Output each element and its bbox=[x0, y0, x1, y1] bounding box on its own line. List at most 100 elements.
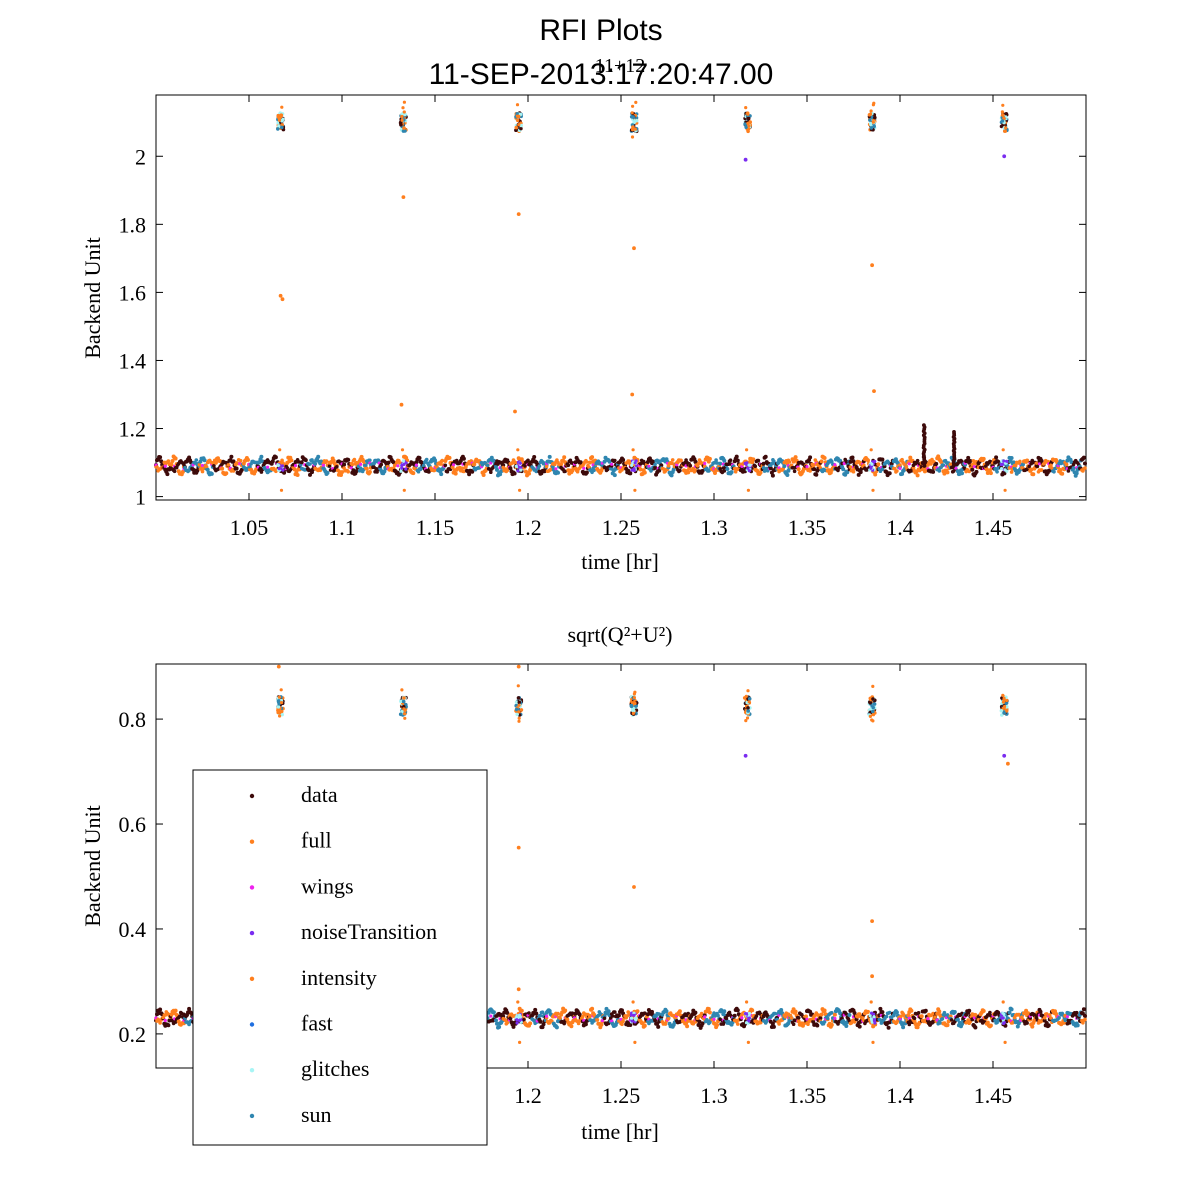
x-tick-label: 1.45 bbox=[974, 515, 1013, 540]
legend-marker-noiseTransition bbox=[249, 930, 255, 936]
full-point bbox=[517, 123, 521, 127]
data-point bbox=[756, 458, 761, 463]
full-point bbox=[750, 1008, 755, 1013]
sun-point bbox=[382, 469, 387, 474]
sun-point bbox=[785, 473, 790, 477]
full-point bbox=[518, 1040, 522, 1044]
full-point bbox=[278, 714, 282, 718]
sun-point bbox=[205, 467, 210, 472]
sun-point bbox=[844, 1024, 849, 1028]
data-point bbox=[653, 465, 658, 470]
legend-marker-full bbox=[249, 839, 255, 844]
wings-point bbox=[712, 1017, 716, 1021]
sun-point bbox=[280, 125, 284, 130]
sun-point bbox=[901, 1025, 906, 1030]
data-point bbox=[602, 1016, 607, 1021]
sun-point bbox=[401, 129, 406, 133]
full-point bbox=[1042, 1015, 1047, 1020]
full-point bbox=[939, 460, 944, 465]
noiseTransition-point bbox=[746, 466, 750, 470]
full-point bbox=[988, 471, 993, 476]
full-point bbox=[585, 460, 589, 464]
data-point bbox=[308, 472, 312, 477]
full-point bbox=[1001, 103, 1005, 107]
full-point bbox=[873, 472, 878, 477]
top-plot-area bbox=[155, 94, 1087, 501]
full-point bbox=[481, 473, 486, 477]
full-point bbox=[280, 458, 284, 463]
data-point bbox=[628, 471, 633, 476]
data-point bbox=[688, 463, 692, 468]
sun-point bbox=[1075, 1023, 1080, 1028]
sun-point bbox=[871, 709, 875, 714]
noiseTransition-point bbox=[632, 1013, 636, 1018]
full-point bbox=[666, 1017, 671, 1021]
full-outlier bbox=[1006, 761, 1010, 766]
data-point bbox=[303, 458, 308, 463]
top-axes: 1.05 1.1 1.15 1.2 1.25 1.3 1.35 1.4 1.4511.21.41… bbox=[119, 95, 1086, 540]
wings-point bbox=[414, 463, 418, 467]
full-outlier bbox=[516, 212, 521, 217]
full-point bbox=[277, 116, 281, 120]
full-point bbox=[872, 101, 876, 105]
wings-point bbox=[703, 1015, 707, 1019]
full-point bbox=[631, 448, 635, 452]
full-point bbox=[904, 464, 908, 469]
full-point bbox=[548, 467, 553, 472]
full-point bbox=[868, 714, 873, 719]
full-point bbox=[942, 471, 947, 476]
wings-point bbox=[898, 466, 902, 470]
legend-label-wings: wings bbox=[301, 873, 354, 898]
data-point bbox=[886, 1025, 891, 1030]
noiseTransition-point bbox=[518, 465, 522, 469]
full-point bbox=[693, 468, 698, 472]
sun-point bbox=[743, 122, 747, 126]
wings-point bbox=[907, 462, 911, 466]
data-point bbox=[791, 1022, 796, 1026]
full-point bbox=[632, 696, 637, 700]
full-point bbox=[200, 469, 205, 474]
data-point bbox=[768, 466, 773, 471]
sun-point bbox=[871, 705, 875, 710]
full-point bbox=[707, 1010, 712, 1015]
full-point bbox=[401, 106, 405, 110]
full-point bbox=[630, 135, 635, 139]
full-outlier bbox=[513, 409, 517, 414]
sun-point bbox=[606, 1009, 611, 1014]
data-point bbox=[934, 461, 939, 466]
data-point bbox=[734, 454, 739, 459]
sun-point bbox=[872, 124, 876, 129]
wings-point bbox=[1037, 462, 1042, 466]
full-point bbox=[166, 459, 171, 463]
data-point bbox=[735, 1008, 740, 1013]
data-point bbox=[584, 470, 589, 475]
sun-point bbox=[629, 703, 634, 708]
full-point bbox=[1003, 488, 1007, 492]
full-point bbox=[516, 118, 520, 123]
data-point bbox=[239, 467, 244, 472]
y-tick-label: 0.2 bbox=[119, 1022, 147, 1047]
noiseTransition-outlier bbox=[743, 753, 748, 758]
sun-point bbox=[825, 1016, 830, 1021]
glitches-point bbox=[869, 1017, 873, 1021]
full-point bbox=[1002, 698, 1006, 702]
y-tick-label: 1.8 bbox=[119, 212, 147, 237]
data-point bbox=[1081, 1007, 1086, 1012]
noiseTransition-point bbox=[873, 1021, 877, 1025]
data-point bbox=[931, 469, 936, 474]
data-point bbox=[542, 469, 547, 474]
data-point bbox=[858, 470, 863, 475]
sun-point bbox=[1057, 1016, 1061, 1020]
full-point bbox=[403, 708, 407, 713]
full-point bbox=[1001, 693, 1005, 698]
full-point bbox=[706, 1007, 711, 1011]
top-panel: 1.05 1.1 1.15 1.2 1.25 1.3 1.35 1.4 1.4511.21.41… bbox=[80, 94, 1087, 574]
data-point bbox=[234, 466, 239, 471]
data-point bbox=[728, 458, 733, 463]
sun-point bbox=[744, 125, 748, 130]
full-point bbox=[746, 488, 751, 492]
full-point bbox=[677, 1009, 682, 1014]
glitches-point bbox=[868, 1014, 872, 1018]
full-point bbox=[685, 1024, 690, 1029]
